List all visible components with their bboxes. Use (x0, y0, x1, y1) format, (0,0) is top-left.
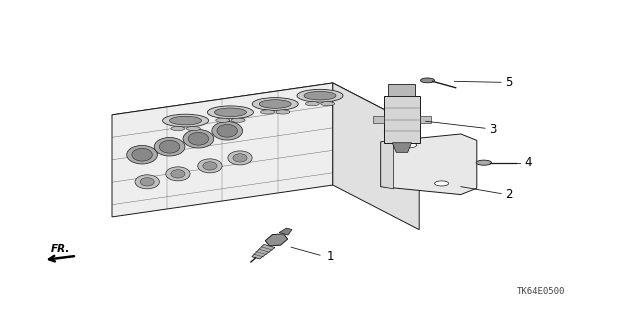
Ellipse shape (207, 106, 253, 119)
Polygon shape (333, 83, 419, 230)
Ellipse shape (420, 78, 435, 83)
Polygon shape (265, 234, 288, 246)
Polygon shape (385, 96, 420, 143)
Text: 5: 5 (506, 77, 513, 89)
Polygon shape (392, 143, 412, 152)
Ellipse shape (203, 162, 217, 170)
Text: FR.: FR. (51, 244, 70, 254)
Ellipse shape (216, 118, 230, 122)
Ellipse shape (135, 175, 159, 189)
Ellipse shape (214, 108, 246, 116)
Ellipse shape (260, 110, 275, 114)
Ellipse shape (305, 101, 319, 106)
Ellipse shape (212, 122, 243, 140)
Ellipse shape (166, 167, 190, 181)
Ellipse shape (127, 145, 157, 164)
Polygon shape (279, 228, 292, 235)
Ellipse shape (476, 160, 492, 165)
Ellipse shape (276, 110, 290, 114)
Ellipse shape (217, 124, 237, 137)
Ellipse shape (132, 148, 152, 161)
Polygon shape (381, 140, 394, 189)
Ellipse shape (228, 151, 252, 165)
Text: 4: 4 (525, 156, 532, 169)
Ellipse shape (170, 116, 202, 125)
Ellipse shape (188, 132, 209, 145)
Ellipse shape (321, 101, 335, 106)
Ellipse shape (154, 137, 185, 156)
Ellipse shape (171, 170, 185, 178)
Ellipse shape (297, 89, 343, 102)
Ellipse shape (163, 114, 209, 127)
Ellipse shape (171, 127, 185, 131)
Ellipse shape (186, 127, 200, 131)
Text: TK64E0500: TK64E0500 (516, 287, 565, 296)
Ellipse shape (233, 154, 247, 162)
Polygon shape (420, 116, 431, 123)
Ellipse shape (435, 181, 449, 186)
Polygon shape (372, 116, 385, 123)
Text: 2: 2 (506, 188, 513, 201)
Ellipse shape (403, 143, 417, 148)
Ellipse shape (198, 159, 222, 173)
Text: 3: 3 (490, 123, 497, 136)
Polygon shape (252, 244, 275, 259)
Ellipse shape (159, 140, 180, 153)
Ellipse shape (252, 98, 298, 110)
Ellipse shape (259, 100, 291, 108)
Ellipse shape (231, 118, 245, 122)
Polygon shape (112, 83, 419, 160)
Text: 1: 1 (326, 250, 334, 263)
Ellipse shape (304, 92, 336, 100)
Polygon shape (388, 84, 415, 96)
Ellipse shape (140, 178, 154, 186)
Ellipse shape (183, 130, 214, 148)
Polygon shape (381, 134, 477, 195)
Polygon shape (112, 83, 333, 217)
